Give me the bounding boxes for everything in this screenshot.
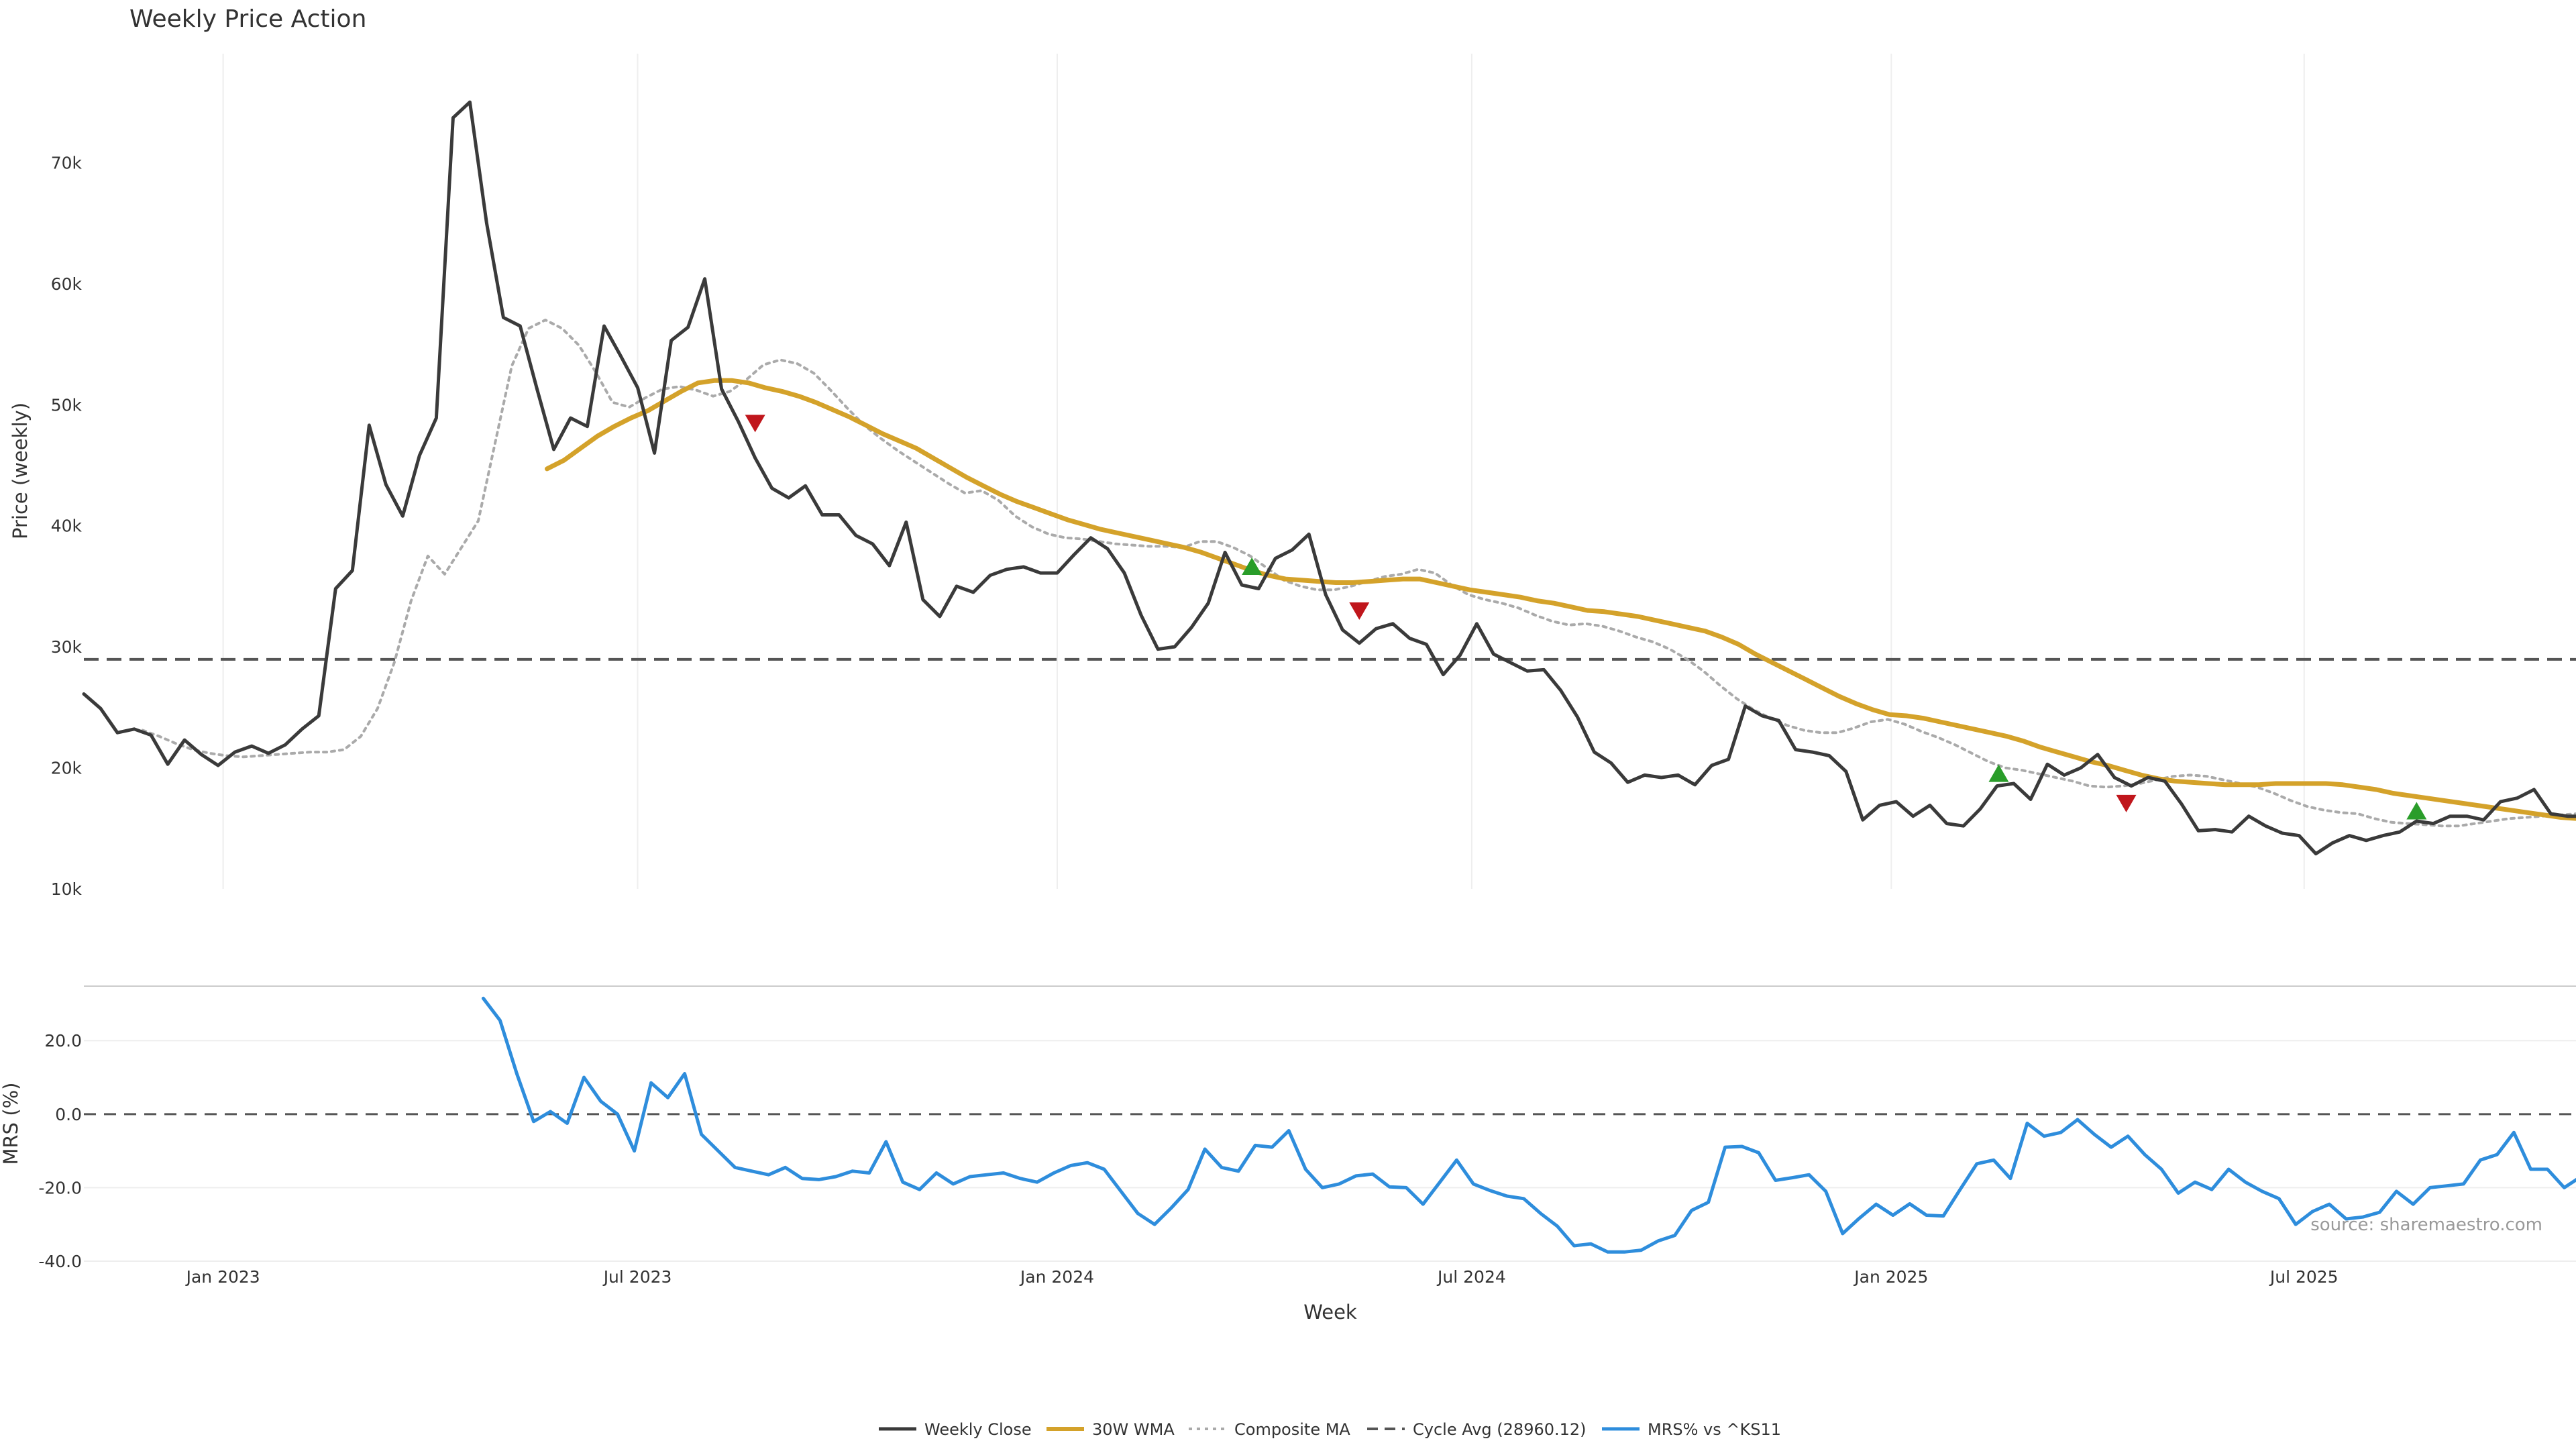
x-tick-label: Jul 2023 <box>602 1267 672 1287</box>
legend-label: 30W WMA <box>1092 1420 1175 1439</box>
buy-signal-marker <box>1242 557 1263 576</box>
x-tick-label: Jul 2024 <box>1436 1267 1506 1287</box>
price-y-ticks: 10k 20k 30k 40k 50k 60k 70k <box>51 153 83 899</box>
mrs-y-tick-label: -40.0 <box>38 1252 82 1271</box>
chart-title: Weekly Price Action <box>129 5 366 33</box>
mrs-series <box>481 996 2576 1254</box>
sell-signal-marker <box>2116 794 2137 812</box>
mrs-y-tick-label: 0.0 <box>55 1105 82 1124</box>
price-series <box>82 100 2576 856</box>
mrs-line <box>481 996 2576 1254</box>
price-y-tick-label: 40k <box>51 517 83 536</box>
price-y-axis-label: Price (weekly) <box>9 402 32 539</box>
price-y-tick-label: 20k <box>51 759 83 778</box>
legend-label: Cycle Avg (28960.12) <box>1413 1420 1587 1439</box>
price-y-tick-label: 70k <box>51 153 83 172</box>
buy-signal-marker <box>1988 764 2009 782</box>
weekly-close-line <box>82 100 2576 856</box>
x-tick-label: Jul 2025 <box>2269 1267 2339 1287</box>
x-axis-label: Week <box>1303 1301 1357 1324</box>
signal-markers <box>745 415 2427 820</box>
mrs-y-axis-label: MRS (%) <box>0 1083 22 1165</box>
wma-30w-line <box>545 378 2576 821</box>
x-axis-ticks: Jan 2023 Jul 2023 Jan 2024 Jul 2024 Jan 2025… <box>185 1267 2339 1287</box>
price-y-tick-label: 30k <box>51 637 83 657</box>
price-y-tick-label: 10k <box>51 879 83 899</box>
mrs-y-tick-label: -20.0 <box>38 1178 82 1197</box>
price-y-tick-label: 50k <box>51 395 83 415</box>
buy-signal-marker <box>2406 802 2427 820</box>
sell-signal-marker <box>1349 602 1370 620</box>
composite-ma-line <box>141 319 2576 828</box>
legend-label: MRS% vs ^KS11 <box>1648 1420 1781 1439</box>
x-tick-label: Jan 2024 <box>1019 1267 1094 1287</box>
x-tick-label: Jan 2023 <box>185 1267 260 1287</box>
mrs-y-ticks: -40.0 -20.0 0.0 20.0 <box>38 1031 82 1271</box>
price-grid <box>222 54 2305 889</box>
legend-label: Composite MA <box>1234 1420 1350 1439</box>
sell-signal-marker <box>745 415 765 433</box>
source-annotation: source: sharemaestro.com <box>2310 1215 2542 1235</box>
mrs-y-tick-label: 20.0 <box>44 1031 82 1051</box>
x-tick-label: Jan 2025 <box>1853 1267 1928 1287</box>
legend-label: Weekly Close <box>924 1420 1032 1439</box>
legend: Weekly Close 30W WMA Composite MA Cycle Avg… <box>879 1420 1781 1439</box>
price-y-tick-label: 60k <box>51 274 83 294</box>
